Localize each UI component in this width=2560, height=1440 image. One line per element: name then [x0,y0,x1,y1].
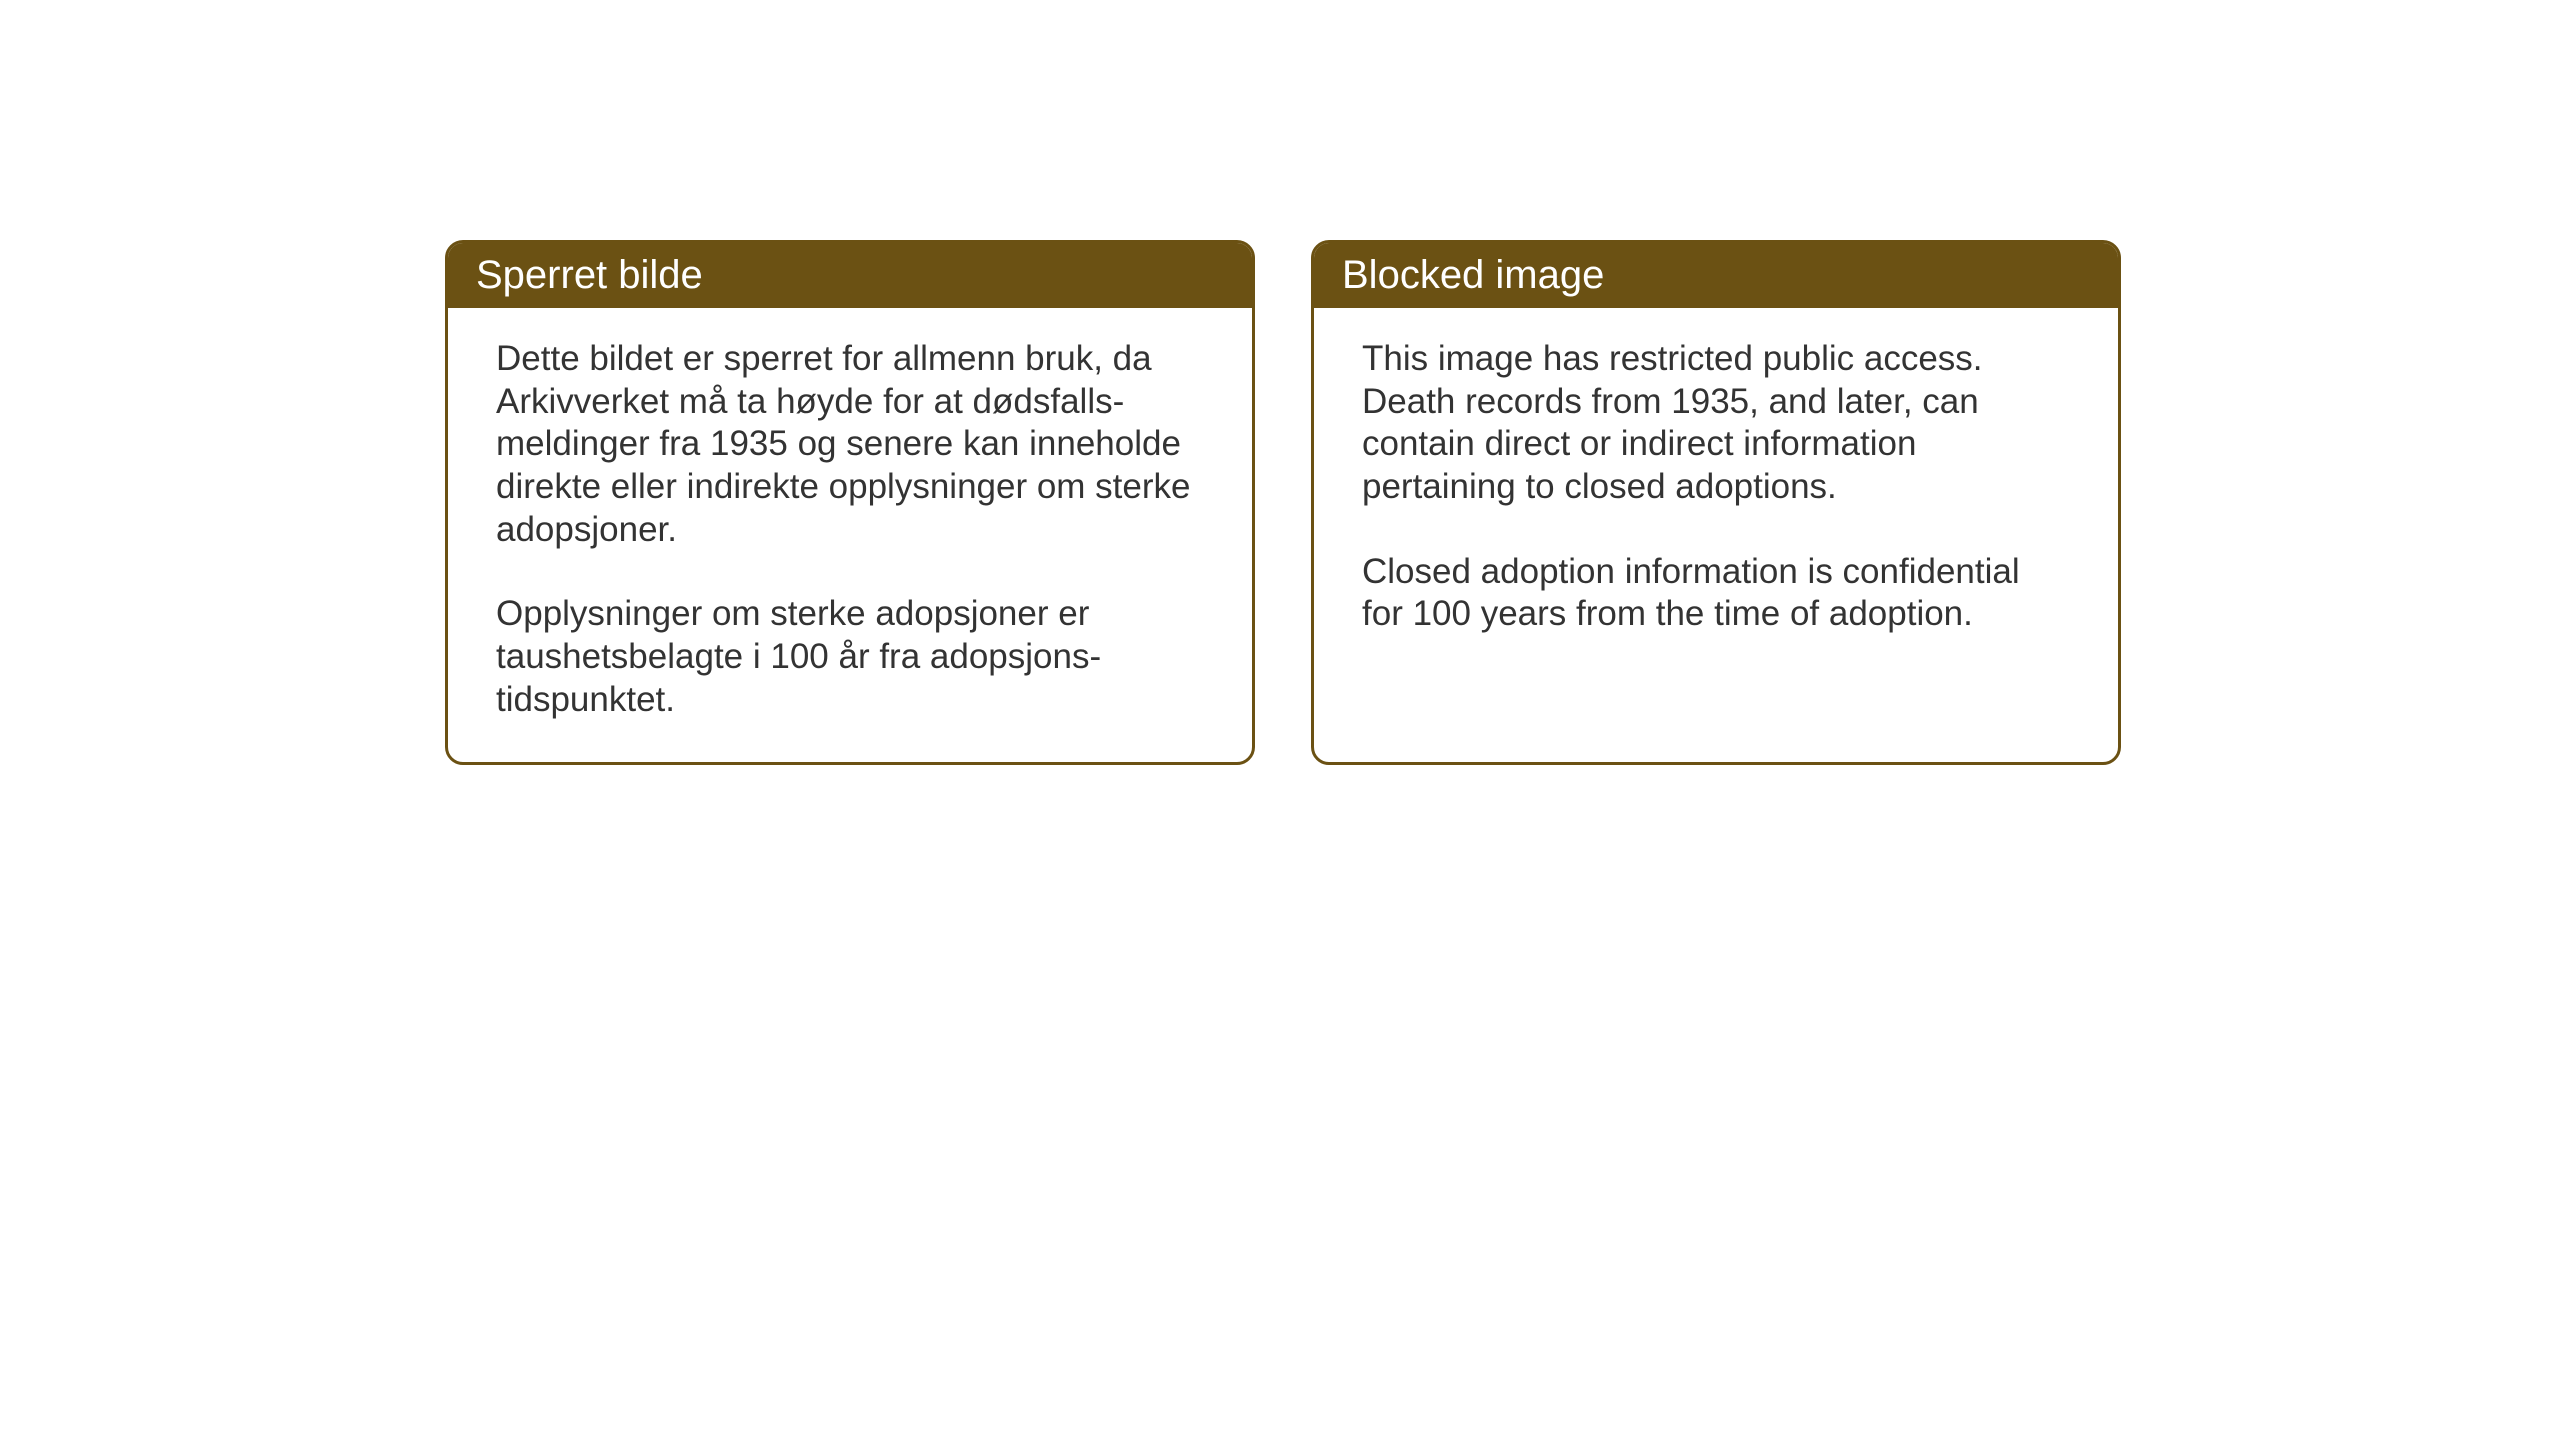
notice-paragraph-2-norwegian: Opplysninger om sterke adopsjoner er tau… [496,593,1204,721]
notice-box-norwegian: Sperret bilde Dette bildet er sperret fo… [445,240,1255,765]
notice-paragraph-2-english: Closed adoption information is confident… [1362,551,2070,636]
notice-paragraph-1-norwegian: Dette bildet er sperret for allmenn bruk… [496,338,1204,551]
notice-title-norwegian: Sperret bilde [476,253,703,297]
notice-header-english: Blocked image [1314,243,2118,308]
notice-paragraph-1-english: This image has restricted public access.… [1362,338,2070,509]
notice-box-english: Blocked image This image has restricted … [1311,240,2121,765]
notice-header-norwegian: Sperret bilde [448,243,1252,308]
notice-container: Sperret bilde Dette bildet er sperret fo… [445,240,2121,765]
notice-body-english: This image has restricted public access.… [1314,308,2118,748]
notice-body-norwegian: Dette bildet er sperret for allmenn bruk… [448,308,1252,762]
notice-title-english: Blocked image [1342,253,1604,297]
